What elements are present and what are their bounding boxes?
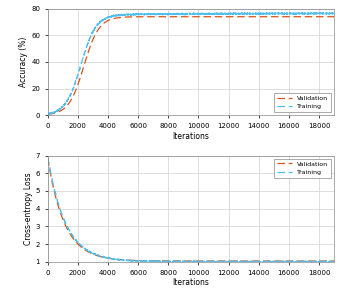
Training (332, 12, 336, 15)
Training (168, 13, 172, 16)
Validation (332, 15, 336, 18)
Y-axis label: Cross-entropy Loss: Cross-entropy Loss (24, 172, 33, 245)
Training (95, 253, 100, 257)
Training (46, 111, 50, 115)
Line: Validation: Validation (48, 17, 334, 114)
Training (168, 260, 172, 263)
Training (327, 11, 331, 15)
Training (46, 155, 50, 158)
X-axis label: Iterations: Iterations (173, 132, 209, 141)
Validation (332, 15, 336, 18)
Training (95, 23, 100, 27)
Training (327, 260, 331, 263)
Validation (168, 259, 172, 263)
Validation (326, 259, 330, 263)
Validation (95, 254, 100, 258)
Validation (296, 15, 300, 18)
Validation (168, 15, 172, 18)
Training (155, 260, 160, 263)
Legend: Validation, Training: Validation, Training (274, 93, 331, 112)
Validation (155, 15, 160, 18)
Training (155, 13, 160, 16)
Training (186, 260, 190, 264)
Training (78, 243, 83, 247)
Validation (296, 259, 300, 263)
Legend: Validation, Training: Validation, Training (274, 159, 331, 178)
Validation (326, 15, 330, 18)
Validation (46, 157, 50, 160)
Line: Training: Training (48, 13, 334, 114)
X-axis label: Iterations: Iterations (173, 278, 209, 287)
Line: Training: Training (48, 156, 334, 262)
Training (48, 113, 52, 116)
Training (296, 260, 300, 263)
Validation (95, 29, 100, 33)
Y-axis label: Accuracy (%): Accuracy (%) (19, 37, 28, 87)
Line: Validation: Validation (48, 158, 334, 261)
Validation (78, 75, 83, 79)
Validation (332, 259, 336, 263)
Validation (46, 113, 50, 116)
Training (78, 65, 83, 68)
Validation (78, 245, 83, 248)
Validation (155, 259, 160, 262)
Training (332, 260, 336, 263)
Training (296, 12, 300, 16)
Training (319, 11, 323, 14)
